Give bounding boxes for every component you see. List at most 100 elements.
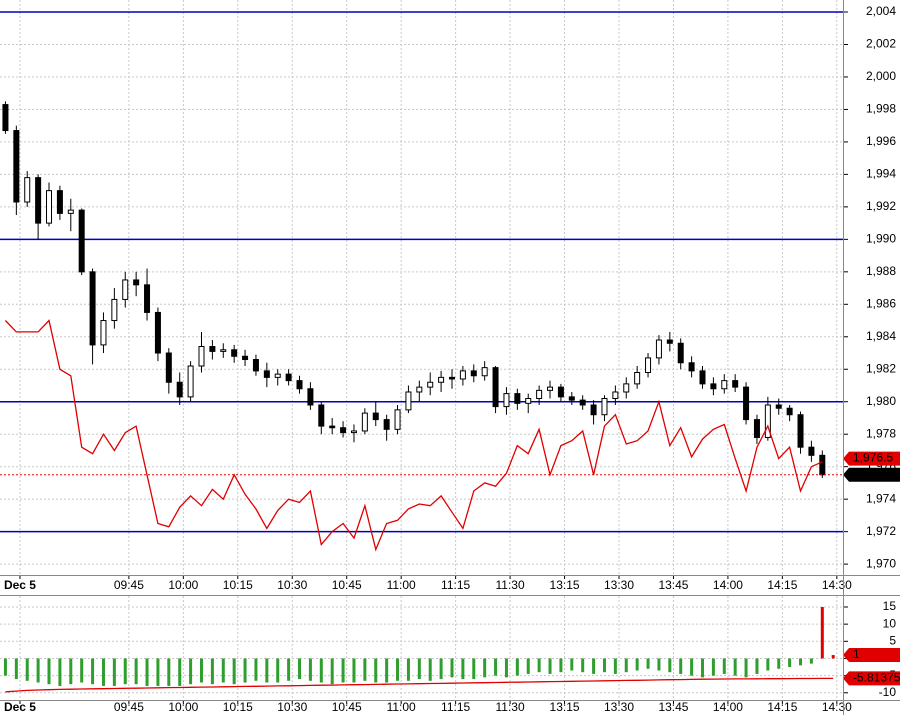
candle-body [557, 386, 564, 398]
bar [613, 658, 617, 674]
candle-body [372, 412, 379, 421]
x-tick-label: 11:00 [387, 700, 416, 714]
y-tick-label: 1,980 [866, 394, 896, 408]
candle-body [688, 362, 695, 372]
bar [396, 658, 400, 681]
x-tick-label: 14:30 [822, 578, 852, 592]
x-tick-label: 13:30 [604, 700, 634, 714]
candle-body [612, 391, 619, 399]
bar [657, 658, 661, 671]
bar [254, 658, 258, 681]
label-layer: Dec 5 09:45 10:00 10:15 10:30 10:45 11:00 11:15… [4, 4, 900, 714]
candle-body [122, 279, 129, 300]
y-tick-label: 1,984 [866, 329, 896, 343]
bar [744, 658, 748, 678]
candle-body [307, 388, 314, 406]
bar [483, 658, 487, 678]
bar [58, 658, 62, 686]
candle-body [547, 386, 554, 391]
candle-body [677, 342, 684, 364]
bar [537, 658, 541, 673]
candle-body [470, 370, 477, 377]
bar [406, 658, 410, 681]
candle-body [753, 419, 760, 438]
y-tick-label: 1,996 [866, 134, 896, 148]
bar [374, 658, 378, 683]
candle-body [187, 365, 194, 398]
candle-body [568, 396, 575, 401]
y-tick-label: 1,974 [866, 491, 896, 505]
x-tick-label: 10:00 [168, 700, 198, 714]
candle-body [209, 346, 216, 352]
grid-layer [0, 0, 848, 704]
x-tick-label: 10:00 [168, 578, 198, 592]
candle-body [329, 425, 336, 429]
y-tick-label: 1,988 [866, 264, 896, 278]
bar [472, 658, 476, 680]
bar [515, 658, 519, 676]
bar [417, 658, 421, 680]
bar [494, 658, 498, 676]
candle-body [808, 446, 815, 456]
candle-body [655, 339, 662, 359]
bar [646, 658, 650, 669]
bar [167, 658, 171, 686]
y-tick-label: -10 [879, 685, 897, 699]
bar [210, 658, 214, 685]
candle-body [285, 373, 292, 382]
candle-body [252, 359, 259, 372]
candle-body [165, 352, 172, 383]
bar [450, 658, 454, 678]
price-tag [843, 467, 900, 482]
bar [276, 658, 280, 683]
bar [461, 658, 465, 680]
indicator-line [5, 677, 834, 693]
bar [385, 658, 389, 683]
bar [47, 658, 51, 685]
bar [80, 658, 84, 683]
bar [799, 658, 803, 666]
candle-body [786, 407, 793, 416]
bar [265, 658, 269, 683]
candle-body [144, 284, 151, 313]
y-tick-label: 1,986 [866, 296, 896, 310]
candle-body [154, 311, 161, 354]
candle-body [198, 346, 205, 367]
candle-body [361, 412, 368, 432]
price-tag-label: 1,975.5 [853, 467, 893, 481]
candle-body [710, 383, 717, 390]
y-tick-label: 2,000 [866, 69, 896, 83]
candle-body [503, 393, 510, 408]
candle-body [350, 430, 357, 434]
y-tick-label: 10 [883, 616, 897, 630]
price-tag [843, 451, 900, 466]
candle-body [427, 381, 434, 388]
y-tick-label: 15 [883, 599, 897, 613]
x-tick-label: 11:30 [496, 700, 525, 714]
bar [428, 658, 432, 681]
candle-body [775, 404, 782, 409]
x-tick-label: 14:15 [767, 700, 797, 714]
candle-body [340, 427, 347, 434]
bar [3, 658, 7, 676]
bar [690, 658, 694, 676]
x-tick-label: 11:30 [496, 578, 525, 592]
candle-body [89, 271, 96, 346]
candle-body [601, 397, 608, 416]
candle-body [46, 190, 53, 224]
candle-body [100, 320, 107, 346]
bar [831, 655, 835, 659]
candle-body [536, 389, 543, 399]
candle-body [699, 370, 706, 385]
candle-body [492, 367, 499, 408]
candle-body [448, 376, 455, 380]
bar [341, 658, 345, 683]
candle-body [296, 380, 303, 390]
bar [777, 658, 781, 669]
price-tag-label: 1,976.5 [853, 451, 893, 465]
bar [668, 658, 672, 673]
bar [243, 658, 247, 683]
x-tick-label: 10:30 [277, 578, 307, 592]
